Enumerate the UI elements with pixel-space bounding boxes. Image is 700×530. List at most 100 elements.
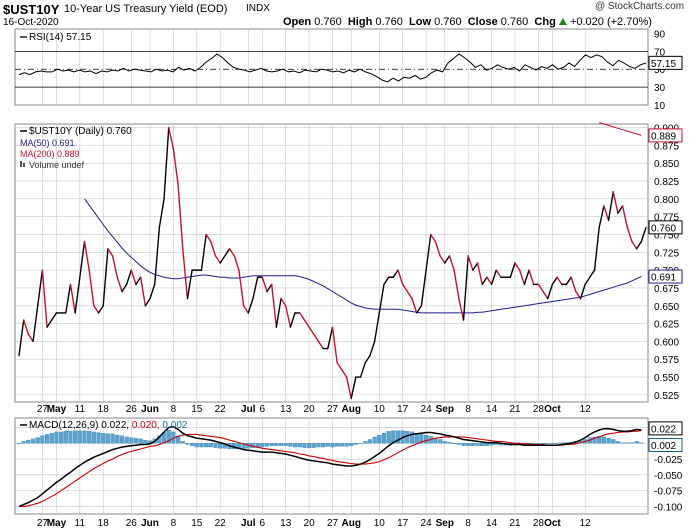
price-last-value: 0.691 [651,273,676,284]
macd-histogram-bar [620,442,625,444]
chg-label: Chg [534,16,556,28]
macd-histogram-bar [87,431,92,444]
price-frame [14,123,649,403]
macd-histogram-bar [475,443,480,446]
macd-tick-label: -0.100 [654,502,683,513]
macd-histogram-bar [349,443,354,446]
x-axis-label-bottom: Aug [341,518,360,529]
x-axis-label-mid: May [47,404,67,415]
macd-histogram-bar [96,432,101,444]
price-segment [46,319,53,328]
price-segment [224,248,231,257]
macd-legend-value: MACD(12,26,9) 0.022, [29,420,132,431]
price-segment [219,255,226,264]
price-segment [617,205,624,214]
macd-histogram-bar [35,437,40,444]
macd-histogram-bar [358,443,363,444]
price-segment [579,283,586,300]
macd-histogram-bar [601,436,606,444]
price-segment [401,283,409,293]
price-segment [542,290,549,300]
macd-histogram-bar [377,434,382,444]
macd-histogram-bar [185,443,190,445]
macd-histogram-bar [138,438,143,444]
ohlc-summary: Open 0.760 High 0.760 Low 0.760 Close 0.… [283,16,652,28]
x-axis-label-bottom: 13 [280,518,292,529]
x-axis-label-bottom: Jul [241,518,256,529]
price-tick-label: 0.650 [654,302,679,313]
x-axis-label-bottom: May [47,518,67,529]
x-axis-label-mid: Sep [436,404,454,415]
x-axis-label-mid: 8 [465,404,471,415]
macd-histogram-bar [484,443,489,446]
x-axis-label-mid: 22 [215,404,227,415]
price-segment [270,283,278,328]
x-axis-label-bottom: 22 [215,518,227,529]
price-tick-label: 0.625 [654,320,679,331]
price-segment [214,255,221,264]
macd-histogram-bar [204,443,209,448]
price-segment [607,191,614,221]
macd-histogram-bar [82,430,87,444]
price-segment [139,276,147,307]
macd-histogram-bar [54,431,59,444]
price-segment [247,297,254,314]
price-segment [116,276,123,293]
price-segment [392,269,399,278]
rsi-frame [14,28,649,106]
ma200-line [599,122,642,136]
x-axis-label-bottom: 21 [509,518,521,529]
price-segment [266,283,273,293]
price-segment [153,226,161,286]
macd-histogram-bar [615,441,621,444]
price-segment [125,269,132,286]
macd-histogram-bar [363,441,368,444]
macd-histogram-bar [470,443,475,446]
macd-histogram-bar [536,443,541,445]
price-segment [102,248,109,307]
price-segment [476,262,483,286]
price-segment [359,362,366,378]
price-segment [537,283,544,293]
price-segment [242,305,249,314]
macd-histogram-bar [274,443,279,446]
macd-histogram-bar [540,443,546,445]
macd-histogram-bar [105,433,110,444]
x-axis-label-mid: 14 [486,404,498,415]
open-value: 0.760 [314,16,342,28]
x-axis-label-mid: Oct [544,404,561,415]
macd-histogram-bar [550,443,555,444]
price-segment [22,319,30,335]
price-segment [97,305,104,314]
x-axis-label-mid: 8 [171,404,177,415]
macd-histogram-bar [307,443,312,448]
price-tick-label: 0.775 [654,213,679,224]
price-segment [621,205,628,229]
macd-histogram-bar [283,443,288,446]
price-segment [168,126,175,150]
macd-histogram-bar [339,443,344,447]
up-triangle-icon [558,18,567,25]
price-segment [341,369,348,378]
price-segment [210,240,217,257]
price-segment [612,191,619,214]
macd-histogram-bar [133,438,139,444]
ma200-legend: MA(200) 0.889 [20,149,80,159]
price-segment [111,255,118,278]
macd-histogram-bar [606,438,611,444]
macd-histogram-bar [592,436,597,444]
macd-histogram-bar [49,433,54,444]
rsi-tick-label: 10 [654,101,666,112]
price-segment [182,248,189,300]
price-segment [490,269,497,286]
price-tick-label: 0.750 [654,230,679,241]
price-segment [65,283,72,314]
price-segment [495,269,502,278]
price-tick-label: 0.575 [654,355,679,366]
macd-histogram-bar [311,443,316,448]
price-segment [406,290,413,300]
macd-legend: MACD(12,26,9) 0.022, 0.020, 0.002 [29,420,188,431]
price-segment [462,255,469,321]
